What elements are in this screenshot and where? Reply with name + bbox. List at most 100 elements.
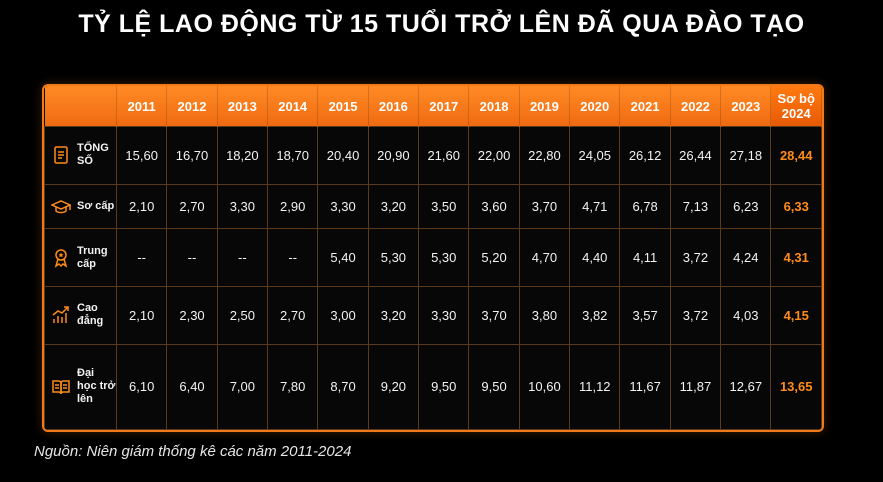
table-cell: 24,05 [569,126,621,185]
table-cell: 26,44 [669,126,722,185]
table-cell: 6,78 [619,183,671,230]
table-cell: 21,60 [418,126,470,185]
table-cell: 18,70 [267,126,319,185]
source-note: Nguồn: Niên giám thống kê các năm 2011-2… [34,443,352,460]
header-corner [44,86,117,127]
table-cell: 2,10 [115,286,168,345]
table-cell: 2,10 [115,183,168,230]
table-cell: 2,90 [267,183,319,230]
table-cell: 2,70 [267,286,319,345]
row-category: Trung cấp [44,228,117,288]
graduation-cap-icon [51,197,71,217]
table-header-row: 2011 2012 2013 2014 2015 2016 2017 2018 2019 2020… [44,86,822,127]
table-cell: 2,50 [216,286,269,345]
table-cell: 10,60 [518,343,571,430]
award-icon [51,248,71,268]
table-cell: 3,72 [669,286,722,345]
row-category: Cao đẳng [44,286,117,345]
table-cell: 8,70 [317,343,369,430]
table-cell: 9,50 [468,343,520,430]
table-cell: 3,60 [468,183,520,230]
row-category: Đại học trở lên [44,343,117,430]
column-header: 2011 [116,86,168,127]
table-cell: -- [267,228,319,288]
page-title: TỶ LỆ LAO ĐỘNG TỪ 15 TUỔI TRỞ LÊN ĐÃ QUA… [78,10,805,38]
table-cell: 5,30 [367,228,420,288]
row-label: Sơ cấp [77,200,115,212]
table-cell: -- [166,228,218,288]
table-cell: 15,60 [115,126,168,185]
table-cell: 20,90 [367,126,420,185]
table-cell: 9,50 [418,343,470,430]
table-cell: 4,31 [770,228,822,288]
table-row: TỔNG SỐ 15,60 16,70 18,20 18,70 20,40 20,90 21,… [44,126,822,185]
table-cell: 4,15 [770,286,822,345]
table-cell: 3,30 [418,286,470,345]
table-row: Cao đẳng 2,10 2,30 2,50 2,70 3,00 3,20 3,30 3,70… [44,286,822,345]
table-cell: 5,40 [317,228,369,288]
table-cell: 4,71 [569,183,621,230]
row-label: Trung cấp [77,244,108,270]
table-cell: 11,67 [619,343,671,430]
table-cell: 3,00 [317,286,369,345]
row-category: Sơ cấp [44,183,117,230]
table-row: Đại học trở lên 6,10 6,40 7,00 7,80 8,70 9,20 9… [44,343,822,430]
table-cell: 4,24 [720,228,772,288]
table-cell: 3,50 [418,183,470,230]
table-cell: 6,40 [166,343,218,430]
column-header: 2017 [418,86,470,127]
column-header: 2013 [217,86,269,127]
table-cell: 3,82 [569,286,621,345]
table-cell: 26,12 [619,126,671,185]
table-cell: 2,30 [166,286,218,345]
table-cell: 5,20 [468,228,520,288]
column-header: 2021 [619,86,671,127]
table-cell: 11,12 [569,343,621,430]
table-cell: 18,20 [216,126,269,185]
table-cell: 3,57 [619,286,671,345]
table-cell: 16,70 [166,126,218,185]
table-cell: 2,70 [166,183,218,230]
row-category: TỔNG SỐ [44,126,117,185]
table-cell: 4,03 [720,286,772,345]
book-icon [51,377,71,397]
row-label: TỔNG SỐ [77,142,109,168]
column-header: 2020 [569,86,621,127]
table-cell: 27,18 [720,126,772,185]
table-cell: 3,20 [367,183,420,230]
table-cell: 28,44 [770,126,822,185]
table-cell: 3,20 [367,286,420,345]
table-row: Sơ cấp 2,10 2,70 3,30 2,90 3,30 3,20 3,50 3,60 3,… [44,183,822,230]
table-cell: 3,70 [468,286,520,345]
growth-chart-icon [51,305,71,325]
table-cell: 6,33 [770,183,822,230]
column-header: 2022 [670,86,722,127]
table-cell: 4,70 [518,228,571,288]
table-cell: 6,10 [115,343,168,430]
column-header: Sơ bộ 2024 [770,86,822,127]
column-header: 2014 [267,86,319,127]
table-cell: 7,00 [216,343,269,430]
table-cell: 6,23 [720,183,772,230]
document-icon [51,145,71,165]
column-header: 2018 [468,86,520,127]
table-cell: 3,80 [518,286,571,345]
table-cell: 3,30 [317,183,369,230]
column-header: 2012 [166,86,218,127]
table-cell: 11,87 [669,343,722,430]
table-cell: 5,30 [418,228,470,288]
table-cell: -- [115,228,168,288]
column-header: 2016 [368,86,420,127]
table-cell: 3,72 [669,228,722,288]
table-cell: 13,65 [770,343,822,430]
table-cell: 20,40 [317,126,369,185]
table-cell: 4,11 [619,228,671,288]
row-label: Đại học trở lên [77,367,116,406]
column-header: 2019 [519,86,571,127]
data-table: 2011 2012 2013 2014 2015 2016 2017 2018 2019 2020… [42,84,824,432]
table-cell: 7,13 [669,183,722,230]
column-header: 2023 [720,86,772,127]
table-cell: -- [216,228,269,288]
table-cell: 3,70 [518,183,571,230]
table-cell: 7,80 [267,343,319,430]
